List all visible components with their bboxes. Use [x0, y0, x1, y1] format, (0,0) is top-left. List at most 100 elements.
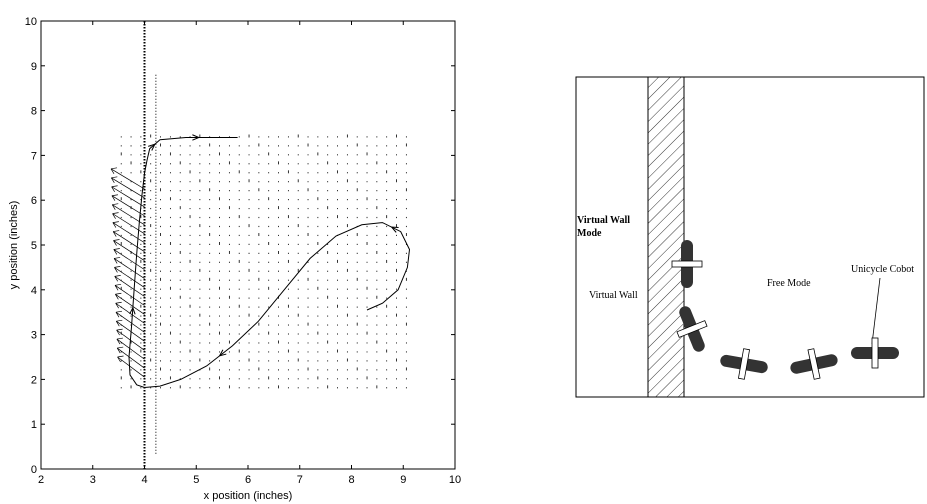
x-tick-label: 2 — [38, 474, 44, 486]
virtual-wall-label: Virtual Wall — [589, 290, 638, 301]
field-arrow-head — [111, 185, 118, 188]
field-arrow-head — [111, 204, 116, 210]
tick-layer: 2 3 4 5 6 7 8 9 10 0 1 2 3 4 5 6 7 8 9 10 — [25, 16, 461, 486]
y-tick-label: 4 — [31, 285, 37, 297]
field-arrow-head — [116, 319, 123, 322]
field-arrow — [115, 311, 145, 333]
trajectory-arrow — [390, 226, 399, 233]
field-arrow-head — [116, 329, 120, 336]
field-arrow-head — [112, 213, 116, 219]
field-arrow — [115, 293, 145, 315]
field-arrow-head — [115, 312, 120, 318]
field-arrow — [113, 231, 145, 253]
y-tick-label: 2 — [31, 374, 37, 386]
x-tick-label: 3 — [90, 474, 96, 486]
field-arrow — [117, 356, 145, 378]
field-arrow-head — [117, 346, 124, 349]
field-arrow — [113, 240, 145, 261]
field-arrow — [116, 338, 145, 360]
field-arrow — [113, 258, 145, 279]
field-arrow-head — [113, 258, 118, 264]
field-arrow-head — [113, 239, 120, 241]
y-tick-label: 5 — [31, 240, 37, 252]
free-mode-label: Free Mode — [767, 278, 811, 289]
virtual-wall-mode-label: Virtual Wall — [577, 215, 630, 226]
field-arrow-head — [115, 303, 119, 309]
field-arrow-head — [113, 249, 118, 255]
unicycle-cobot-label: Unicycle Cobot — [851, 264, 914, 275]
field-arrow-head — [114, 266, 121, 268]
field-arrow — [117, 347, 145, 369]
trajectory-arrow — [192, 134, 201, 141]
field-arrow-head — [114, 257, 121, 259]
field-arrow — [112, 213, 145, 235]
field-arrow-head — [115, 301, 122, 304]
trajectory-arrow — [129, 306, 136, 315]
field-arrow — [114, 267, 145, 288]
field-arrow — [111, 195, 145, 217]
x-tick-label: 8 — [348, 474, 354, 486]
field-arrow-head — [113, 240, 117, 246]
field-arrow-head — [112, 221, 119, 223]
cobot-icon — [676, 306, 708, 352]
diagram-frame — [575, 76, 925, 398]
y-tick-label: 10 — [25, 16, 37, 28]
field-arrow-head — [116, 337, 123, 340]
field-arrow — [113, 249, 145, 270]
wall-lines — [143, 21, 157, 469]
field-arrow-head — [111, 194, 119, 197]
field-arrow-head — [116, 328, 123, 331]
field-arrow-head — [110, 167, 118, 170]
field-arrow-head — [114, 285, 119, 291]
field-arrow-head — [114, 276, 119, 282]
virtual-wall-region — [647, 76, 685, 398]
field-arrow-head — [112, 231, 117, 237]
trajectory-arrow — [218, 349, 227, 357]
x-tick-label: 4 — [141, 474, 147, 486]
field-arrow-head — [115, 294, 119, 300]
trajectory-line — [128, 137, 411, 389]
y-tick-label: 9 — [31, 61, 37, 73]
field-arrow-head — [115, 320, 120, 327]
field-arrow — [114, 276, 145, 297]
y-tick-label: 0 — [31, 464, 37, 476]
field-arrow-head — [111, 177, 115, 183]
trajectory-arrow — [148, 143, 156, 151]
field-arrow — [111, 177, 145, 199]
y-tick-label: 6 — [31, 195, 37, 207]
field-arrow-head — [112, 222, 117, 228]
field-arrow-head — [115, 292, 122, 295]
field-arrow-head — [113, 248, 120, 250]
cobot-icon — [720, 348, 768, 380]
y-tick-label: 8 — [31, 106, 37, 118]
field-arrow-head — [114, 275, 121, 277]
x-tick-label: 5 — [193, 474, 199, 486]
field-arrow-head — [111, 176, 118, 179]
field-arrow — [114, 285, 145, 306]
cobot-icon — [671, 240, 703, 288]
field-arrow-head — [114, 267, 118, 273]
field-arrow-head — [110, 168, 115, 175]
x-axis-title: x position (inches) — [204, 490, 293, 502]
field-arrow-head — [114, 283, 122, 286]
y-tick-label: 3 — [31, 330, 37, 342]
y-tick-label: 7 — [31, 150, 37, 162]
field-arrow-head — [117, 355, 124, 358]
field-arrow — [116, 320, 145, 342]
y-axis-title: y position (inches) — [8, 201, 20, 290]
field-arrow-head — [111, 195, 116, 201]
cobot-icon — [790, 348, 838, 380]
field-arrow-head — [116, 338, 121, 345]
field-arrow — [111, 186, 145, 208]
cobot-icon — [851, 337, 899, 369]
vector-field — [110, 134, 407, 389]
cobot-callout-line — [871, 277, 881, 345]
y-tick-label: 1 — [31, 419, 37, 431]
field-arrow-head — [117, 356, 121, 363]
x-tick-label: 7 — [297, 474, 303, 486]
x-tick-label: 9 — [400, 474, 406, 486]
field-arrow-head — [115, 310, 123, 313]
x-tick-label: 10 — [449, 474, 461, 486]
